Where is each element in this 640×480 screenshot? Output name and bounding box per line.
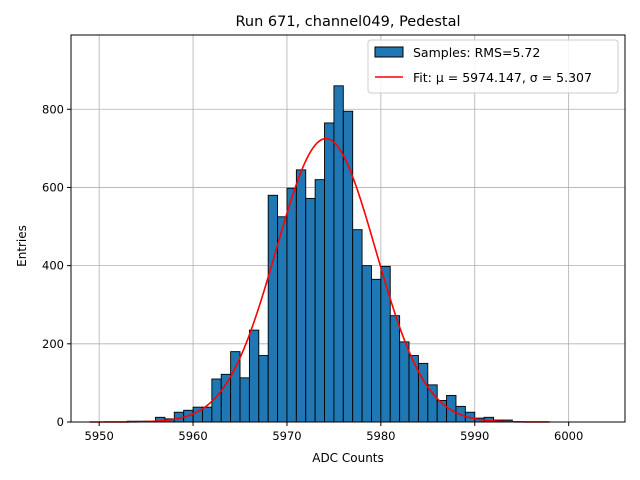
histogram-bar	[220, 373, 232, 423]
legend-entry-fit: Fit: μ = 5974.147, σ = 5.307	[413, 70, 592, 85]
x-tick-label: 5990	[460, 429, 489, 443]
y-tick-label: 0	[57, 415, 64, 429]
y-tick-label: 600	[42, 180, 64, 194]
chart-title: Run 671, channel049, Pedestal	[235, 14, 460, 30]
y-tick-label: 800	[42, 102, 64, 116]
x-axis-ticks: 5950 5960 5970 5980 5990 6000	[85, 422, 583, 443]
y-tick-label: 200	[42, 337, 64, 351]
histogram-bar	[380, 265, 391, 423]
histogram-bar	[286, 187, 297, 423]
legend-entry-samples: Samples: RMS=5.72	[413, 45, 540, 60]
plot-frame	[70, 34, 626, 423]
legend: Samples: RMS=5.72 Fit: μ = 5974.147, σ =…	[367, 39, 619, 94]
x-tick-label: 5960	[178, 429, 207, 443]
histogram-bars	[126, 85, 513, 423]
x-tick-label: 5950	[85, 429, 114, 443]
y-tick-label: 400	[42, 259, 64, 273]
histogram-bar	[427, 384, 438, 423]
histogram-bar	[371, 278, 382, 423]
histogram-bar	[389, 315, 401, 423]
x-tick-label: 6000	[554, 429, 583, 443]
histogram-bar	[417, 362, 429, 423]
x-axis-label: ADC Counts	[312, 451, 384, 465]
x-tick-label: 5980	[366, 429, 395, 443]
histogram-bar	[361, 265, 372, 423]
histogram-bar	[248, 329, 260, 423]
gaussian-fit-curve	[89, 137, 550, 423]
x-tick-label: 5970	[272, 429, 301, 443]
histogram-bar	[277, 216, 288, 423]
histogram-bar	[324, 122, 335, 423]
y-axis-ticks: 0 200 400 600 800	[42, 102, 71, 429]
histogram-bar	[352, 229, 363, 423]
histogram-bar	[314, 179, 325, 423]
histogram-bar	[267, 194, 279, 423]
histogram-bar	[295, 169, 307, 423]
histogram-bar	[305, 197, 316, 423]
histogram-bar	[239, 377, 250, 423]
legend-box	[367, 39, 619, 94]
histogram-bar	[333, 85, 344, 423]
histogram-bar	[399, 341, 410, 423]
legend-swatch-samples	[374, 46, 404, 58]
histogram-bar	[202, 406, 213, 423]
histogram-bar	[258, 355, 269, 423]
histogram-bar	[408, 355, 419, 423]
y-axis-label: Entries	[15, 225, 29, 267]
